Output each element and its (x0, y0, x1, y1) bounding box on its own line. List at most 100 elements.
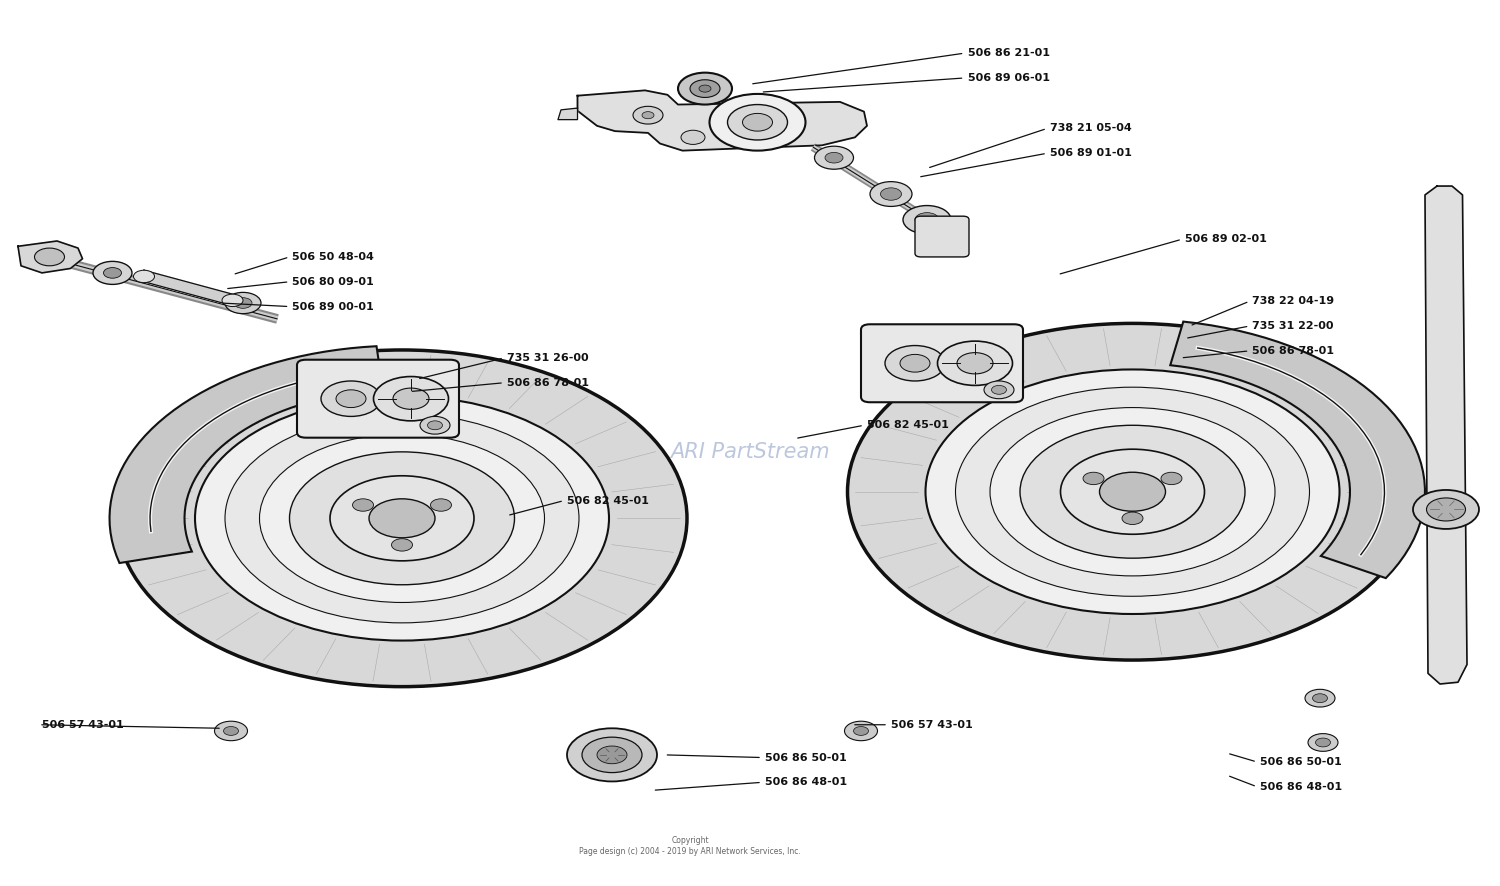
Circle shape (957, 353, 993, 374)
Text: ARI PartStream: ARI PartStream (670, 442, 830, 462)
Text: 506 82 45-01: 506 82 45-01 (567, 495, 650, 506)
Text: 506 86 50-01: 506 86 50-01 (765, 752, 846, 763)
Circle shape (990, 408, 1275, 576)
Polygon shape (110, 346, 382, 563)
Circle shape (195, 396, 609, 641)
Circle shape (742, 113, 772, 131)
Circle shape (567, 728, 657, 781)
Circle shape (690, 80, 720, 97)
Circle shape (844, 721, 877, 741)
Text: 738 21 05-04: 738 21 05-04 (1050, 123, 1131, 134)
Circle shape (681, 130, 705, 144)
Circle shape (900, 354, 930, 372)
Circle shape (392, 539, 412, 551)
Polygon shape (1425, 186, 1467, 684)
Circle shape (885, 346, 945, 381)
Text: 506 86 48-01: 506 86 48-01 (1260, 781, 1342, 792)
Ellipse shape (222, 294, 243, 307)
Circle shape (224, 727, 238, 735)
Circle shape (214, 721, 248, 741)
Circle shape (104, 268, 122, 278)
Polygon shape (578, 90, 867, 151)
Circle shape (710, 94, 806, 151)
FancyBboxPatch shape (297, 360, 459, 438)
Circle shape (870, 182, 912, 206)
Circle shape (420, 416, 450, 434)
Text: 506 50 48-04: 506 50 48-04 (292, 252, 375, 262)
Text: 506 57 43-01: 506 57 43-01 (891, 719, 972, 730)
Text: 506 89 06-01: 506 89 06-01 (968, 73, 1050, 83)
Circle shape (1083, 472, 1104, 485)
Text: 735 31 22-00: 735 31 22-00 (1252, 321, 1334, 331)
Ellipse shape (134, 270, 154, 283)
Circle shape (633, 106, 663, 124)
Circle shape (225, 414, 579, 623)
Circle shape (582, 737, 642, 773)
Text: 506 86 78-01: 506 86 78-01 (1252, 346, 1335, 356)
Polygon shape (144, 270, 232, 306)
Circle shape (93, 261, 132, 284)
Circle shape (369, 499, 435, 538)
Circle shape (597, 746, 627, 764)
Text: 506 86 78-01: 506 86 78-01 (507, 377, 590, 388)
Circle shape (260, 434, 544, 602)
Text: 506 57 43-01: 506 57 43-01 (42, 719, 123, 730)
Circle shape (815, 146, 854, 169)
Circle shape (699, 85, 711, 92)
Circle shape (1305, 689, 1335, 707)
Circle shape (1312, 694, 1328, 703)
Circle shape (1020, 425, 1245, 558)
Text: 506 86 48-01: 506 86 48-01 (765, 777, 847, 788)
Text: 506 82 45-01: 506 82 45-01 (867, 420, 950, 431)
FancyBboxPatch shape (915, 216, 969, 257)
Circle shape (234, 298, 252, 308)
FancyBboxPatch shape (861, 324, 1023, 402)
Circle shape (1161, 472, 1182, 485)
Circle shape (825, 152, 843, 163)
Circle shape (956, 387, 1310, 596)
Text: 506 89 02-01: 506 89 02-01 (1185, 234, 1268, 245)
Circle shape (336, 390, 366, 408)
Circle shape (290, 452, 514, 585)
Circle shape (678, 73, 732, 105)
Circle shape (642, 112, 654, 119)
Circle shape (915, 213, 939, 227)
Circle shape (427, 421, 442, 430)
Polygon shape (1170, 322, 1425, 578)
Text: Copyright
Page design (c) 2004 - 2019 by ARI Network Services, Inc.: Copyright Page design (c) 2004 - 2019 by… (579, 836, 801, 856)
Text: 738 22 04-19: 738 22 04-19 (1252, 296, 1335, 307)
Circle shape (1100, 472, 1166, 511)
Text: 506 86 50-01: 506 86 50-01 (1260, 757, 1341, 767)
Circle shape (880, 188, 902, 200)
Text: 506 86 21-01: 506 86 21-01 (968, 48, 1050, 58)
Circle shape (903, 206, 951, 234)
Circle shape (926, 369, 1340, 614)
Circle shape (321, 381, 381, 416)
Circle shape (1316, 738, 1330, 747)
Text: 506 89 00-01: 506 89 00-01 (292, 301, 375, 312)
Text: 735 31 26-00: 735 31 26-00 (507, 353, 588, 363)
Circle shape (393, 388, 429, 409)
Circle shape (1426, 498, 1466, 521)
Circle shape (225, 292, 261, 314)
Polygon shape (558, 108, 578, 120)
Text: 506 80 09-01: 506 80 09-01 (292, 276, 375, 287)
Circle shape (117, 350, 687, 687)
Circle shape (984, 381, 1014, 399)
Circle shape (34, 248, 64, 266)
Circle shape (938, 341, 1013, 385)
Circle shape (374, 377, 448, 421)
Text: 506 89 01-01: 506 89 01-01 (1050, 148, 1132, 159)
Circle shape (847, 323, 1418, 660)
Circle shape (728, 105, 788, 140)
Circle shape (1122, 512, 1143, 525)
Circle shape (992, 385, 1006, 394)
Polygon shape (18, 241, 82, 273)
Circle shape (1060, 449, 1204, 534)
Circle shape (430, 499, 451, 511)
Circle shape (853, 727, 868, 735)
Circle shape (1308, 734, 1338, 751)
Circle shape (1413, 490, 1479, 529)
Circle shape (330, 476, 474, 561)
Circle shape (352, 499, 374, 511)
